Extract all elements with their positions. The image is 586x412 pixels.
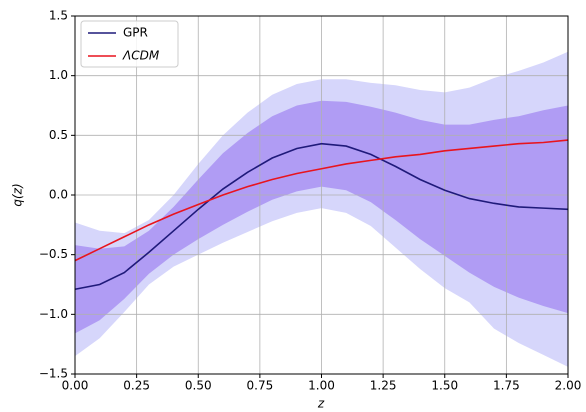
x-tick-label: 2.00 <box>555 379 582 393</box>
series-line <box>74 142 569 291</box>
y-tick-label: −0.5 <box>39 247 68 261</box>
x-tick-label: 1.25 <box>370 379 397 393</box>
x-tick-label: 0.00 <box>62 379 89 393</box>
y-tick-label: 1.0 <box>49 68 68 82</box>
x-tick-label: 1.75 <box>493 379 520 393</box>
plot-frame <box>74 15 569 375</box>
y-tick-label: −1.0 <box>39 307 68 321</box>
x-tick-label: 0.25 <box>123 379 150 393</box>
x-tick-label: 0.50 <box>185 379 212 393</box>
x-tick-label: 1.50 <box>431 379 458 393</box>
legend-label: ΛCDM <box>122 49 160 63</box>
legend-label: GPR <box>123 26 148 40</box>
x-tick-label: 1.00 <box>308 379 335 393</box>
series-line <box>74 139 569 262</box>
y-tick-label: 1.5 <box>49 9 68 23</box>
x-tick-label: 0.75 <box>247 379 274 393</box>
y-tick-label: 0.5 <box>49 128 68 142</box>
y-tick-label: 0.0 <box>49 188 68 202</box>
y-tick-label: −1.5 <box>39 367 68 381</box>
y-axis-label: q(z) <box>11 183 25 206</box>
x-axis-label: z <box>317 397 325 411</box>
